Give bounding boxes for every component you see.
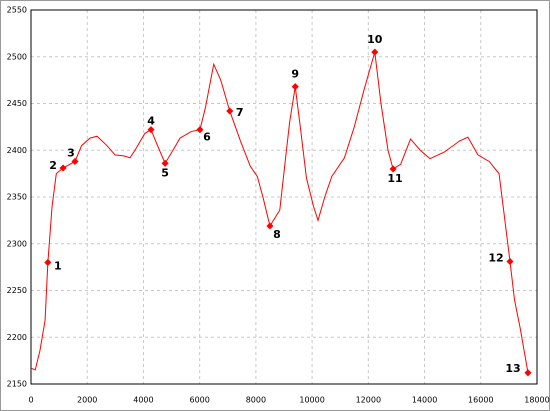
plot-border xyxy=(30,9,538,385)
point-label: 13 xyxy=(505,362,520,375)
marker xyxy=(147,126,155,134)
y-tick-label: 2300 xyxy=(7,239,27,248)
x-tick-label: 8000 xyxy=(246,396,266,405)
y-tick-label: 2450 xyxy=(7,99,27,108)
marker xyxy=(524,369,532,377)
x-tick-label: 0 xyxy=(28,396,33,405)
point-label: 10 xyxy=(367,33,383,46)
y-tick-label: 2200 xyxy=(7,333,27,342)
x-tick-label: 2000 xyxy=(77,396,97,405)
point-label: 9 xyxy=(291,68,299,81)
line xyxy=(30,51,529,373)
y-tick-label: 2250 xyxy=(7,286,27,295)
x-tick-label: 18000 xyxy=(524,396,549,405)
y-tick-label: 2500 xyxy=(7,52,27,61)
marker xyxy=(161,159,169,167)
x-tick-label: 16000 xyxy=(468,396,493,405)
marker xyxy=(59,164,67,172)
y-tick-label: 2400 xyxy=(7,146,27,155)
marker xyxy=(266,222,274,230)
marker xyxy=(506,257,514,266)
x-tick-label: 10000 xyxy=(299,396,324,405)
x-tick-label: 12000 xyxy=(356,396,381,405)
point-label: 1 xyxy=(54,259,62,272)
point-label: 4 xyxy=(147,115,155,128)
point-label: 12 xyxy=(488,252,503,265)
marker xyxy=(44,258,52,266)
point-label: 5 xyxy=(161,166,169,179)
y-tick-label: 2550 xyxy=(7,6,27,15)
marker xyxy=(371,48,379,56)
y-tick-label: 2150 xyxy=(7,380,27,389)
x-tick-label: 4000 xyxy=(133,396,153,405)
x-tick-label: 6000 xyxy=(189,396,209,405)
marker xyxy=(389,165,397,173)
point-label: 2 xyxy=(49,159,57,172)
marker xyxy=(71,157,79,166)
point-label: 11 xyxy=(387,172,402,185)
marker xyxy=(291,83,299,91)
x-tick-label: 14000 xyxy=(412,396,437,405)
y-tick-label: 2350 xyxy=(7,193,27,202)
point-label: 6 xyxy=(203,131,211,144)
point-label: 8 xyxy=(273,228,281,241)
marker xyxy=(226,107,234,115)
point-label: 7 xyxy=(236,106,244,119)
point-label: 3 xyxy=(67,146,75,159)
